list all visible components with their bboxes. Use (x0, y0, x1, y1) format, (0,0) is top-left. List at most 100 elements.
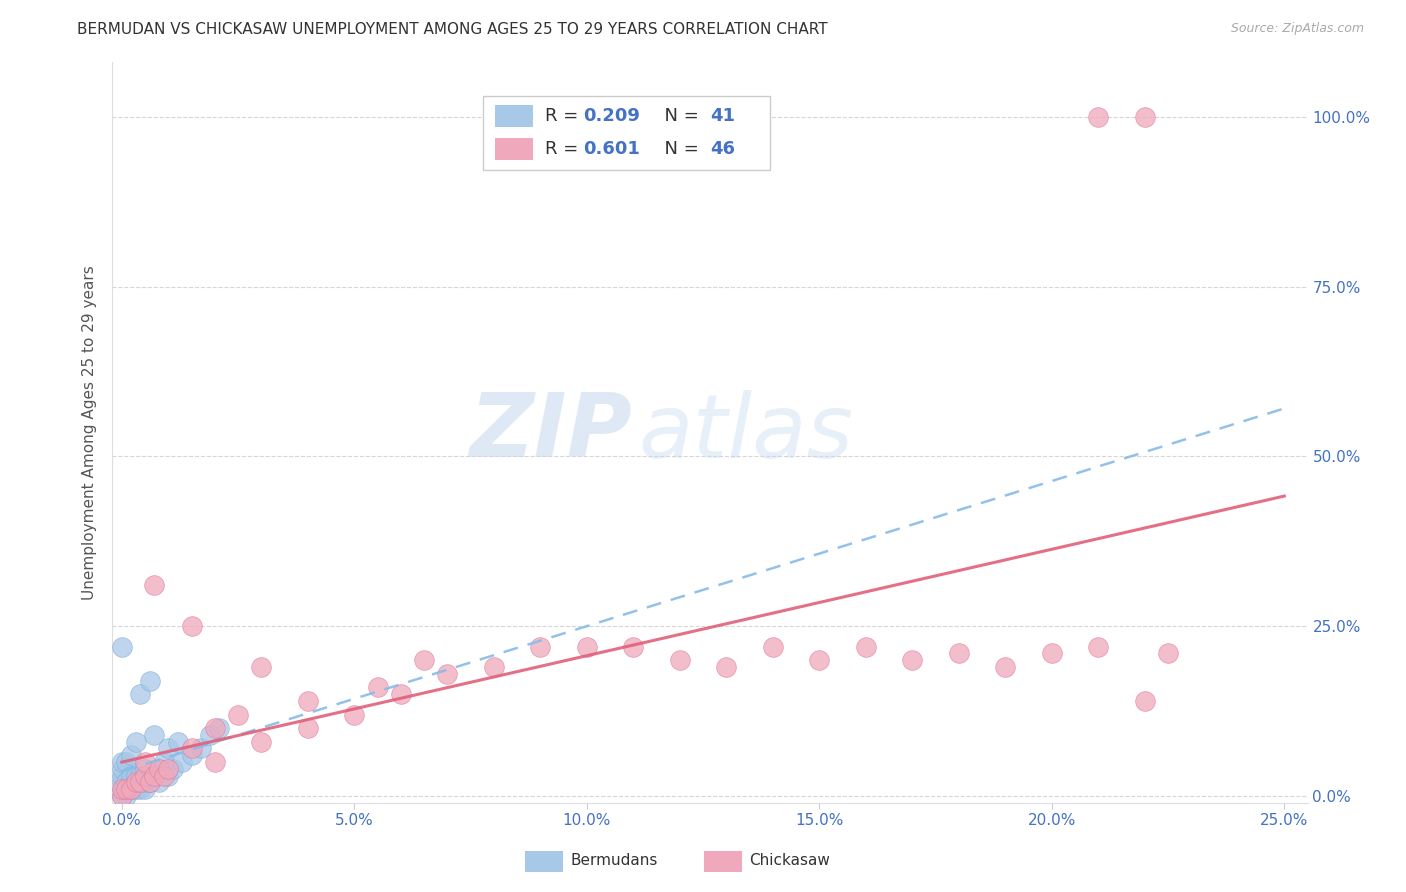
Text: Source: ZipAtlas.com: Source: ZipAtlas.com (1230, 22, 1364, 36)
Point (389, 687, 412, 701)
Point (120, 748, 142, 763)
Text: 0.209: 0.209 (583, 107, 640, 125)
Point (125, 769, 148, 783)
Point (162, 762, 184, 776)
Point (134, 762, 156, 776)
Point (157, 762, 180, 776)
Point (120, 782, 142, 797)
Point (716, 660, 738, 674)
Text: Bermudans: Bermudans (571, 853, 658, 868)
Point (669, 653, 692, 667)
Point (143, 769, 166, 783)
Point (621, 640, 644, 654)
FancyBboxPatch shape (524, 851, 562, 871)
Text: atlas: atlas (638, 390, 853, 475)
Text: N =: N = (652, 140, 704, 158)
Point (1087, 110, 1109, 124)
Point (1157, 646, 1180, 660)
Point (115, 789, 138, 803)
Point (138, 775, 160, 789)
Point (143, 728, 166, 742)
Point (855, 640, 877, 654)
Point (111, 782, 134, 797)
FancyBboxPatch shape (484, 95, 770, 169)
Text: R =: R = (546, 140, 583, 158)
Text: Chickasaw: Chickasaw (749, 853, 831, 868)
Text: 41: 41 (710, 107, 735, 125)
Point (343, 707, 366, 722)
Point (111, 769, 134, 783)
Text: 46: 46 (710, 140, 735, 158)
Point (152, 755, 174, 769)
Text: ZIP: ZIP (470, 389, 633, 476)
Point (204, 755, 226, 769)
Point (129, 775, 152, 789)
Point (111, 789, 134, 803)
Text: N =: N = (652, 107, 704, 125)
FancyBboxPatch shape (704, 851, 742, 871)
Point (138, 775, 160, 789)
Point (111, 782, 134, 797)
Point (157, 769, 180, 783)
Point (138, 673, 160, 688)
Point (529, 640, 551, 654)
Point (762, 640, 785, 654)
Point (115, 775, 138, 789)
Point (1133, 694, 1156, 708)
Text: R =: R = (546, 107, 583, 125)
Point (120, 769, 142, 783)
Point (120, 775, 142, 789)
Point (120, 782, 142, 797)
Point (198, 728, 221, 742)
Point (226, 707, 249, 722)
Text: BERMUDAN VS CHICKASAW UNEMPLOYMENT AMONG AGES 25 TO 29 YEARS CORRELATION CHART: BERMUDAN VS CHICKASAW UNEMPLOYMENT AMONG… (77, 22, 828, 37)
Point (1040, 646, 1063, 660)
Y-axis label: Unemployment Among Ages 25 to 29 years: Unemployment Among Ages 25 to 29 years (82, 265, 97, 600)
Point (115, 782, 138, 797)
Point (1133, 110, 1156, 124)
Point (125, 734, 148, 748)
Point (111, 762, 134, 776)
Point (134, 755, 156, 769)
Point (208, 721, 231, 735)
Point (948, 646, 970, 660)
Point (994, 660, 1017, 674)
Point (204, 721, 226, 735)
Text: 0.601: 0.601 (583, 140, 640, 158)
Point (129, 782, 152, 797)
Point (134, 775, 156, 789)
Point (250, 734, 273, 748)
Point (129, 687, 152, 701)
FancyBboxPatch shape (495, 138, 533, 161)
Point (297, 694, 319, 708)
Point (148, 775, 170, 789)
Point (180, 741, 202, 756)
Point (482, 660, 505, 674)
Point (367, 681, 389, 695)
Point (115, 755, 138, 769)
Point (436, 666, 458, 681)
Point (111, 755, 134, 769)
Point (129, 769, 152, 783)
Point (1087, 640, 1109, 654)
Point (808, 653, 831, 667)
Point (157, 741, 180, 756)
Point (575, 640, 598, 654)
Point (413, 653, 436, 667)
Point (148, 762, 170, 776)
Point (143, 769, 166, 783)
Point (125, 775, 148, 789)
Point (111, 789, 134, 803)
Point (250, 660, 273, 674)
Point (148, 762, 170, 776)
Point (152, 769, 174, 783)
Point (125, 782, 148, 797)
Point (180, 748, 202, 763)
Point (901, 653, 924, 667)
Point (180, 619, 202, 633)
Point (166, 734, 188, 748)
Point (115, 782, 138, 797)
Point (297, 721, 319, 735)
Point (172, 755, 194, 769)
Point (134, 769, 156, 783)
